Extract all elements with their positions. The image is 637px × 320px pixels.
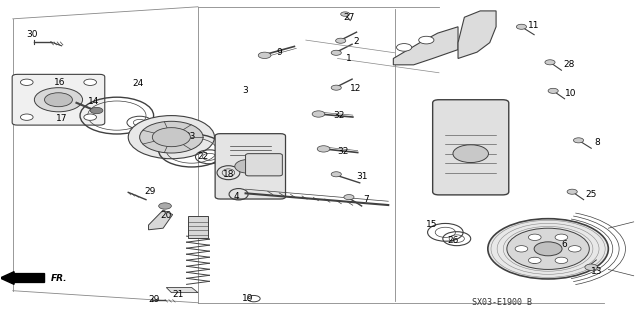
Text: 32: 32 [333,111,345,120]
Text: 17: 17 [56,114,68,123]
Circle shape [331,172,341,177]
Circle shape [336,38,346,43]
Circle shape [317,146,330,152]
Circle shape [152,128,190,147]
Circle shape [396,44,412,51]
Text: 30: 30 [26,30,38,39]
Polygon shape [166,288,198,292]
Circle shape [529,234,541,240]
Bar [189,216,208,238]
Text: 14: 14 [88,97,99,106]
Text: 27: 27 [343,13,355,22]
Text: 21: 21 [172,290,183,299]
FancyBboxPatch shape [246,154,282,176]
Text: 29: 29 [148,295,159,304]
Text: 2: 2 [354,36,359,45]
Circle shape [555,257,568,264]
Text: 20: 20 [161,211,172,220]
Circle shape [84,79,97,85]
Text: 15: 15 [426,220,437,228]
Circle shape [545,60,555,65]
Circle shape [567,189,577,194]
Text: 9: 9 [276,48,282,57]
Text: 13: 13 [590,267,602,276]
Circle shape [419,36,434,44]
Polygon shape [148,210,173,230]
Text: 18: 18 [223,170,234,179]
Circle shape [517,24,527,29]
Text: 10: 10 [565,89,576,98]
Circle shape [488,219,608,279]
Text: 29: 29 [145,187,156,196]
Circle shape [159,203,171,209]
FancyBboxPatch shape [433,100,509,195]
Text: 22: 22 [197,152,209,161]
Circle shape [140,121,203,153]
FancyBboxPatch shape [12,74,104,125]
Circle shape [573,138,583,143]
Text: 31: 31 [356,172,368,181]
Circle shape [312,111,325,117]
Circle shape [128,116,215,159]
Circle shape [344,195,354,200]
Circle shape [45,93,73,107]
Text: 4: 4 [233,192,239,201]
Circle shape [507,228,589,269]
Circle shape [585,264,598,270]
Text: 26: 26 [447,236,459,245]
Circle shape [555,234,568,240]
Text: 6: 6 [562,240,568,249]
Text: 19: 19 [241,294,254,303]
Text: 3: 3 [243,86,248,95]
Circle shape [20,114,33,120]
Text: 5: 5 [531,257,537,266]
Circle shape [529,257,541,264]
Circle shape [20,79,33,85]
Text: 1: 1 [346,54,352,63]
FancyArrow shape [0,272,45,284]
Text: 32: 32 [337,147,348,156]
Polygon shape [393,27,458,65]
Text: 24: 24 [132,79,143,88]
FancyBboxPatch shape [215,134,285,199]
Circle shape [548,88,558,93]
Text: FR.: FR. [51,274,68,283]
Circle shape [515,246,528,252]
Circle shape [235,159,262,173]
Text: 25: 25 [585,190,597,199]
Circle shape [453,145,489,163]
Circle shape [90,107,103,114]
Circle shape [258,52,271,59]
Circle shape [34,88,83,112]
Circle shape [331,85,341,90]
Polygon shape [458,11,496,59]
Text: 16: 16 [54,78,66,87]
Text: 11: 11 [528,21,540,30]
Text: 12: 12 [350,84,361,93]
Text: 7: 7 [363,195,369,204]
Text: 8: 8 [595,138,601,147]
Circle shape [331,50,341,55]
Text: 28: 28 [563,60,575,69]
Text: SX03-E1900 B: SX03-E1900 B [473,298,533,307]
Text: 23: 23 [185,132,196,141]
Circle shape [341,12,350,16]
Circle shape [534,242,562,256]
Circle shape [84,114,97,120]
Circle shape [568,246,581,252]
